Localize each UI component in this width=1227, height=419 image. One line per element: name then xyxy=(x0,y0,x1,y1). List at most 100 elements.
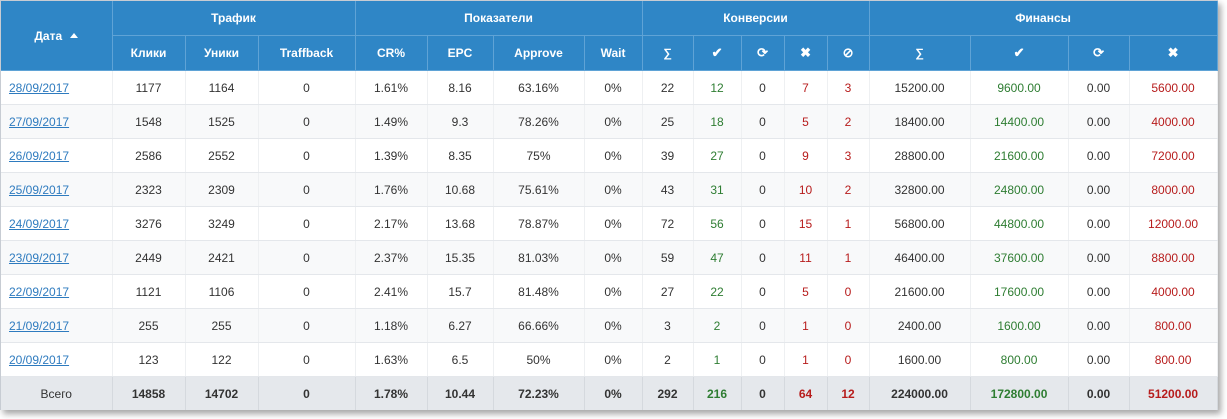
cell-cr: 1.76% xyxy=(355,172,428,207)
conversions-sum-header[interactable]: ∑ xyxy=(642,35,694,71)
cell-conv-rejected: 5 xyxy=(784,274,828,309)
clicks-column-header[interactable]: Клики xyxy=(112,35,186,71)
cell-fin-hold: 0.00 xyxy=(1068,172,1130,207)
cell-fin-approved: 44800.00 xyxy=(970,206,1069,241)
cell-fin-hold: 0.00 xyxy=(1068,138,1130,173)
table-row: 23/09/2017 2449 2421 0 2.37% 15.35 81.03% 0% 59 4… xyxy=(1,240,1218,275)
cell-clicks: 255 xyxy=(112,308,186,343)
conversions-rejected-header[interactable]: ✖ xyxy=(784,35,828,71)
date-link[interactable]: 26/09/2017 xyxy=(9,148,70,163)
totals-label: Всего xyxy=(1,376,113,410)
cr-column-header[interactable]: CR% xyxy=(355,35,428,71)
cell-conv-rejected: 7 xyxy=(784,70,828,105)
cell-conv-hold: 0 xyxy=(741,342,785,377)
cell-uniques: 1106 xyxy=(185,274,259,309)
cell-uniques: 122 xyxy=(185,342,259,377)
cell-conv-rejected: 1 xyxy=(784,308,828,343)
cell-epc: 13.68 xyxy=(427,206,494,241)
cell-fin-sum: 46400.00 xyxy=(869,240,971,275)
cell-epc: 15.7 xyxy=(427,274,494,309)
date-link[interactable]: 25/09/2017 xyxy=(9,182,70,197)
conversions-approved-header[interactable]: ✔ xyxy=(693,35,742,71)
conversions-hold-header[interactable]: ⟳ xyxy=(741,35,785,71)
epc-column-header[interactable]: EPC xyxy=(427,35,494,71)
cell-fin-sum: 15200.00 xyxy=(869,70,971,105)
cell-traffback: 0 xyxy=(258,104,356,139)
cell-wait: 0% xyxy=(584,342,643,377)
group-metrics-header: Показатели xyxy=(355,1,643,36)
date-link[interactable]: 27/09/2017 xyxy=(9,114,70,129)
finance-rejected-header[interactable]: ✖ xyxy=(1129,35,1218,71)
date-header-label: Дата xyxy=(34,28,63,43)
cell-conv-sum: 27 xyxy=(642,274,694,309)
totals-uniques: 14702 xyxy=(185,376,259,410)
cell-wait: 0% xyxy=(584,70,643,105)
totals-wait: 0% xyxy=(584,376,643,410)
date-link[interactable]: 23/09/2017 xyxy=(9,250,70,265)
table-row: 24/09/2017 3276 3249 0 2.17% 13.68 78.87% 0% 72 5… xyxy=(1,206,1218,241)
cell-conv-sum: 25 xyxy=(642,104,694,139)
cell-conv-hold: 0 xyxy=(741,240,785,275)
stats-table: Дата Трафик Показатели Конверсии Финансы… xyxy=(1,1,1218,410)
uniques-column-header[interactable]: Уники xyxy=(185,35,259,71)
cell-uniques: 2552 xyxy=(185,138,259,173)
cell-conv-trash: 2 xyxy=(827,104,870,139)
cell-cr: 1.18% xyxy=(355,308,428,343)
check-icon: ✔ xyxy=(711,45,723,60)
cell-fin-hold: 0.00 xyxy=(1068,342,1130,377)
cell-approve: 50% xyxy=(493,342,585,377)
cell-clicks: 2586 xyxy=(112,138,186,173)
cell-date: 24/09/2017 xyxy=(1,206,113,241)
cell-approve: 75.61% xyxy=(493,172,585,207)
cell-conv-trash: 1 xyxy=(827,206,870,241)
cell-traffback: 0 xyxy=(258,308,356,343)
cell-epc: 15.35 xyxy=(427,240,494,275)
cell-wait: 0% xyxy=(584,138,643,173)
cell-fin-approved: 9600.00 xyxy=(970,70,1069,105)
totals-fin-hold: 0.00 xyxy=(1068,376,1130,410)
cell-conv-trash: 2 xyxy=(827,172,870,207)
traffback-column-header[interactable]: Traffback xyxy=(258,35,356,71)
cell-fin-sum: 2400.00 xyxy=(869,308,971,343)
date-link[interactable]: 20/09/2017 xyxy=(9,352,70,367)
date-link[interactable]: 22/09/2017 xyxy=(9,284,70,299)
cell-traffback: 0 xyxy=(258,138,356,173)
cell-clicks: 2323 xyxy=(112,172,186,207)
cell-fin-approved: 37600.00 xyxy=(970,240,1069,275)
cell-conv-approved: 31 xyxy=(693,172,742,207)
cell-uniques: 1164 xyxy=(185,70,259,105)
cell-fin-approved: 800.00 xyxy=(970,342,1069,377)
cell-conv-rejected: 9 xyxy=(784,138,828,173)
cell-conv-hold: 0 xyxy=(741,104,785,139)
cell-cr: 1.63% xyxy=(355,342,428,377)
table-row: 20/09/2017 123 122 0 1.63% 6.5 50% 0% 2 1 0 1 0 1600.… xyxy=(1,342,1218,377)
cell-fin-approved: 1600.00 xyxy=(970,308,1069,343)
date-column-header[interactable]: Дата xyxy=(1,1,113,71)
wait-column-header[interactable]: Wait xyxy=(584,35,643,71)
finance-sum-header[interactable]: ∑ xyxy=(869,35,971,71)
check-icon: ✔ xyxy=(1013,45,1025,60)
cell-date: 22/09/2017 xyxy=(1,274,113,309)
cell-cr: 1.39% xyxy=(355,138,428,173)
date-link[interactable]: 24/09/2017 xyxy=(9,216,70,231)
cell-clicks: 1121 xyxy=(112,274,186,309)
cell-fin-sum: 56800.00 xyxy=(869,206,971,241)
table-footer: Всего 14858 14702 0 1.78% 10.44 72.23% 0… xyxy=(1,376,1218,410)
finance-hold-header[interactable]: ⟳ xyxy=(1068,35,1130,71)
finance-approved-header[interactable]: ✔ xyxy=(970,35,1069,71)
date-link[interactable]: 28/09/2017 xyxy=(9,80,70,95)
group-finance-header: Финансы xyxy=(869,1,1218,36)
cell-wait: 0% xyxy=(584,274,643,309)
cell-conv-sum: 39 xyxy=(642,138,694,173)
cell-wait: 0% xyxy=(584,206,643,241)
cell-conv-hold: 0 xyxy=(741,70,785,105)
cell-conv-rejected: 11 xyxy=(784,240,828,275)
approve-column-header[interactable]: Approve xyxy=(493,35,585,71)
table-row: 22/09/2017 1121 1106 0 2.41% 15.7 81.48% 0% 27 22… xyxy=(1,274,1218,309)
cell-conv-hold: 0 xyxy=(741,206,785,241)
conversions-trash-header[interactable]: ⊘ xyxy=(827,35,870,71)
totals-row: Всего 14858 14702 0 1.78% 10.44 72.23% 0… xyxy=(1,376,1218,410)
date-link[interactable]: 21/09/2017 xyxy=(9,318,70,333)
cell-traffback: 0 xyxy=(258,70,356,105)
sort-asc-icon xyxy=(70,32,79,38)
